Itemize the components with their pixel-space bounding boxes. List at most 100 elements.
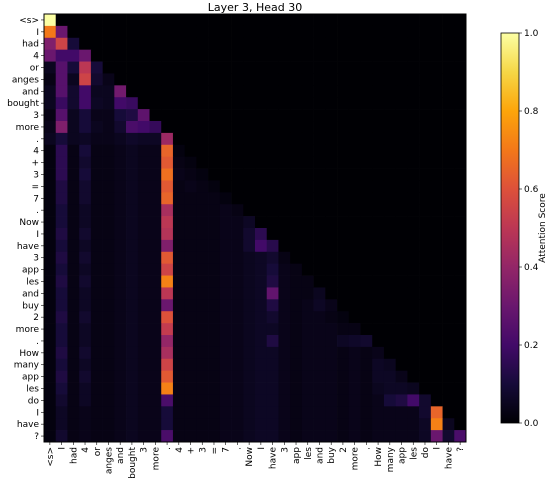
heatmap-cell [325, 346, 338, 360]
heatmap-cell [208, 73, 221, 86]
heatmap-cell [454, 239, 467, 253]
heatmap-cell [208, 275, 221, 288]
heatmap-cell [161, 14, 174, 27]
heatmap-cell [243, 370, 256, 383]
heatmap-cell [243, 109, 256, 122]
heatmap-cell [383, 228, 397, 241]
heatmap-cell [454, 192, 467, 205]
heatmap-cell [126, 251, 139, 265]
heatmap-cell [372, 73, 385, 86]
heatmap-cell [407, 323, 420, 336]
heatmap-cell [55, 406, 68, 419]
heatmap-cell [266, 358, 279, 372]
heatmap-cell [290, 394, 303, 407]
heatmap-cell [419, 156, 432, 169]
heatmap-cell [290, 358, 303, 372]
heatmap-cell [137, 97, 150, 110]
heatmap-cell [454, 168, 467, 181]
heatmap-cell [184, 121, 197, 134]
heatmap-cell [301, 430, 314, 443]
heatmap-cell [243, 394, 256, 407]
heatmap-cell [313, 346, 326, 360]
heatmap-cell [137, 216, 150, 229]
heatmap-cell [196, 180, 209, 193]
colorbar-label: Attention Score [538, 193, 548, 263]
heatmap-cell [337, 204, 350, 217]
y-tick-label: 3 [33, 171, 39, 181]
heatmap-cell [383, 311, 397, 324]
heatmap-cell [419, 299, 432, 312]
heatmap-cell [79, 346, 92, 360]
heatmap-cell [79, 121, 92, 134]
heatmap-cell [325, 192, 338, 205]
heatmap-cell [219, 323, 232, 336]
heatmap-cell [360, 14, 373, 27]
heatmap-cell [313, 216, 326, 229]
heatmap-cell [137, 239, 150, 253]
heatmap-cell [255, 382, 268, 395]
heatmap-cell [243, 406, 256, 419]
heatmap-cell [372, 287, 385, 300]
heatmap-cell [126, 204, 139, 217]
heatmap-cell [290, 14, 303, 27]
heatmap-cell [395, 109, 408, 122]
heatmap-cell [325, 97, 338, 110]
heatmap-cell [184, 239, 197, 253]
heatmap-cell [126, 61, 139, 74]
heatmap-cell [383, 370, 397, 383]
heatmap-cell [196, 358, 209, 372]
heatmap-cell [290, 382, 303, 395]
y-tick-label: and [22, 289, 39, 299]
y-tick-label: do [28, 396, 40, 406]
heatmap-cell [325, 156, 338, 169]
heatmap-cell [290, 156, 303, 169]
heatmap-cell [278, 216, 291, 229]
heatmap-cell [337, 299, 350, 312]
heatmap-cell [337, 382, 350, 395]
heatmap-cell [55, 299, 68, 312]
heatmap-cell [348, 97, 361, 110]
x-tick-label: or [93, 447, 103, 457]
heatmap-cell [266, 61, 279, 74]
heatmap-cell [419, 251, 432, 265]
heatmap-cell [55, 192, 68, 205]
heatmap-cell [149, 37, 162, 51]
heatmap-cell [67, 61, 80, 74]
heatmap-cell [290, 85, 303, 98]
heatmap-cell [372, 418, 385, 431]
heatmap-cell [255, 370, 268, 383]
heatmap-cell [348, 85, 361, 98]
heatmap-cell [430, 406, 443, 419]
heatmap-cell [430, 192, 443, 205]
heatmap-cell [67, 382, 80, 395]
heatmap-cell [126, 239, 139, 253]
heatmap-cell [372, 394, 385, 407]
heatmap-cell [149, 132, 162, 146]
heatmap-cell [161, 156, 174, 169]
heatmap-cell [243, 144, 256, 158]
heatmap-cell [372, 37, 385, 51]
heatmap-cell [219, 287, 232, 300]
heatmap-cell [208, 239, 221, 253]
heatmap-cell [172, 228, 186, 241]
heatmap-cell [102, 132, 115, 146]
heatmap-cell [383, 49, 397, 62]
heatmap-cell [184, 418, 197, 431]
heatmap-cell [301, 192, 314, 205]
heatmap-cell [102, 204, 115, 217]
heatmap-cell [243, 49, 256, 62]
heatmap-cell [67, 14, 80, 27]
heatmap-cell [161, 323, 174, 336]
heatmap-cell [454, 311, 467, 324]
heatmap-cell [255, 228, 268, 241]
heatmap-cell [126, 168, 139, 181]
heatmap-cell [360, 370, 373, 383]
heatmap-cell [348, 382, 361, 395]
heatmap-cell [313, 299, 326, 312]
heatmap-cell [231, 228, 244, 241]
heatmap-cell [442, 370, 455, 383]
heatmap-cell [208, 228, 221, 241]
heatmap-cell [325, 382, 338, 395]
heatmap-cell [419, 14, 432, 27]
